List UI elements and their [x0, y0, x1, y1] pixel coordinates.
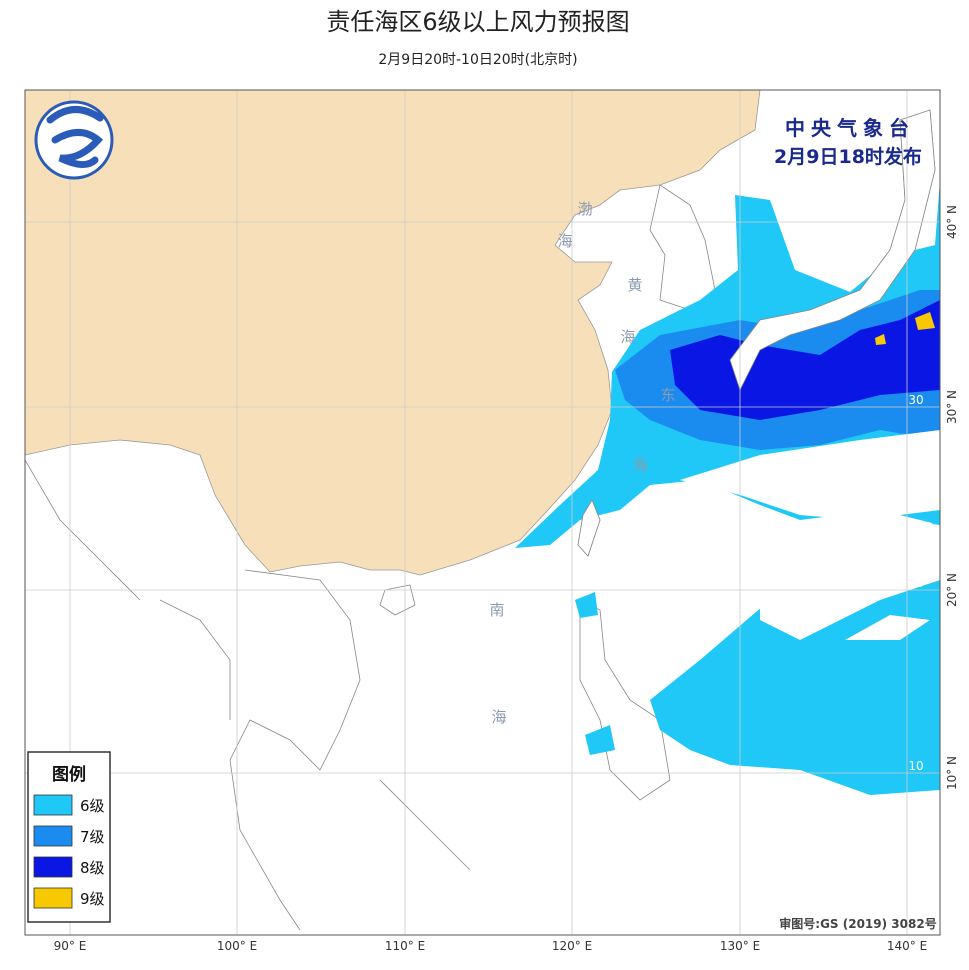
- legend-label: 7级: [80, 828, 105, 846]
- map-frame: [24, 89, 941, 936]
- graticule: [25, 90, 940, 935]
- map-area: [25, 90, 940, 935]
- latitude-label: 40° N: [945, 205, 959, 239]
- inner-latitude-label: 20: [908, 576, 923, 590]
- wind-area: [585, 725, 615, 755]
- legend-label: 6级: [80, 797, 105, 815]
- taiwan-over: [577, 499, 601, 557]
- longitude-label: 140° E: [887, 939, 927, 953]
- indochina: [25, 459, 471, 931]
- wind-area: [575, 592, 598, 618]
- logo: [34, 100, 114, 180]
- sea-label: 海: [557, 232, 572, 250]
- subtitle: 2月9日20时-10日20时(北京时): [378, 52, 577, 68]
- wind-gap: [680, 430, 940, 520]
- inner-latitude-label: 10: [908, 759, 923, 773]
- longitude-label: 110° E: [385, 939, 425, 953]
- legend: 图例 6级 7级 8级 9级: [27, 751, 111, 923]
- longitude-label: 130° E: [720, 939, 760, 953]
- legend-swatch: [33, 887, 73, 909]
- longitude-label: 90° E: [54, 939, 87, 953]
- wind-area: [670, 300, 940, 420]
- approval-number: 审图号:GS (2019) 3082号: [779, 916, 936, 931]
- latitude-label: 10° N: [945, 756, 959, 790]
- wind-gap: [845, 615, 930, 640]
- sea-label: 渤: [577, 200, 592, 218]
- wind-area: [875, 334, 886, 345]
- issuer-name: 中央气象台: [785, 116, 915, 140]
- latitude-label: 20° N: [945, 573, 959, 607]
- china-land: [25, 90, 761, 576]
- title: 责任海区6级以上风力预报图: [326, 8, 629, 36]
- inner-latitude-label: 30: [908, 393, 923, 407]
- sea-label: 海: [491, 708, 506, 726]
- japan-over: [729, 109, 936, 392]
- sea-label: 南: [489, 601, 504, 619]
- legend-title: 图例: [52, 764, 86, 785]
- sea-label: 黄: [627, 276, 642, 294]
- wind-area: [915, 312, 935, 330]
- sea-label: 东: [660, 386, 675, 404]
- longitude-label: 120° E: [552, 939, 592, 953]
- sea-label: 海: [632, 456, 647, 474]
- legend-swatch: [33, 794, 73, 816]
- issue-time: 2月9日18时发布: [774, 145, 922, 168]
- latitude-label: 30° N: [945, 390, 959, 424]
- legend-label: 9级: [80, 890, 105, 908]
- sea-label: 海: [620, 328, 635, 346]
- legend-swatch: [33, 825, 73, 847]
- legend-swatch: [33, 856, 73, 878]
- wind-areas: [515, 109, 940, 795]
- wind-gap: [760, 520, 940, 640]
- legend-label: 8级: [80, 859, 105, 877]
- longitude-label: 100° E: [217, 939, 257, 953]
- philippines: [579, 599, 671, 801]
